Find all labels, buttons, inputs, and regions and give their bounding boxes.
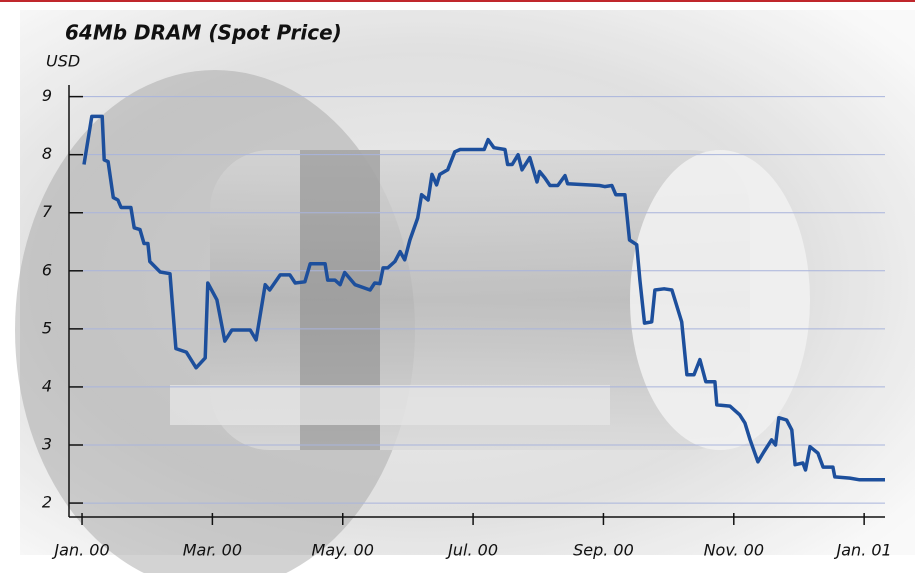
- x-tick-label: Jan. 01: [834, 541, 892, 560]
- y-tick-label: 3: [42, 435, 52, 454]
- x-tick-label: May. 00: [312, 541, 374, 560]
- y-tick-label: 5: [42, 318, 52, 337]
- chart-title: 64Mb DRAM (Spot Price): [65, 21, 342, 45]
- x-tick-label: Mar. 00: [183, 541, 242, 560]
- y-tick-label: 2: [42, 493, 52, 512]
- y-tick-label: 4: [42, 376, 52, 395]
- y-tick-label: 7: [42, 202, 53, 221]
- x-tick-label: Nov. 00: [704, 541, 764, 560]
- x-tick-label: Jul. 00: [445, 541, 498, 560]
- y-tick-label: 9: [42, 86, 52, 105]
- photo-backdrop: [15, 10, 915, 573]
- x-tick-label: Jan. 00: [51, 541, 109, 560]
- chart: 64Mb DRAM (Spot Price) USD 2 3 4 5 6 7 8 9 Jan. …: [0, 0, 915, 573]
- y-axis-label: USD: [46, 52, 80, 71]
- y-tick-label: 8: [42, 144, 52, 163]
- y-tick-label: 6: [42, 260, 52, 279]
- x-tick-label: Sep. 00: [573, 541, 634, 560]
